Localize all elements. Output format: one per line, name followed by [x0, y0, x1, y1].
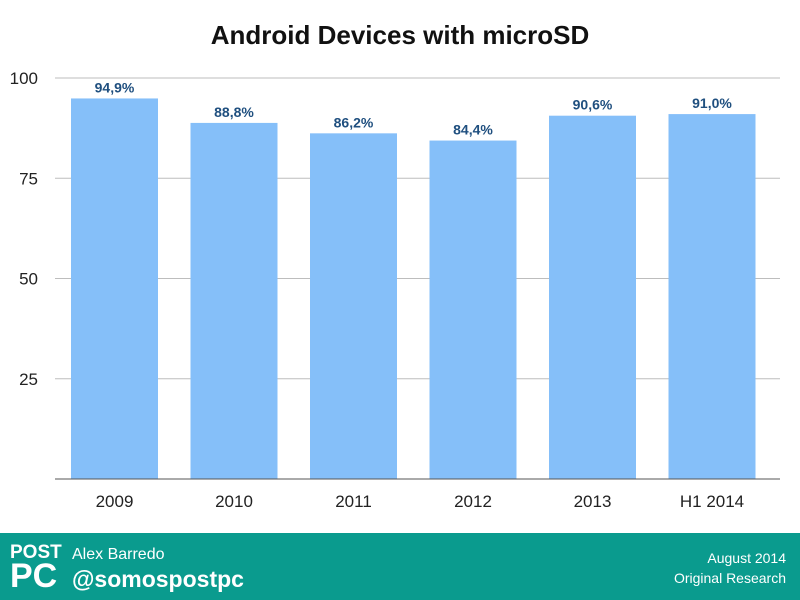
data-label: 88,8%	[214, 104, 254, 120]
x-tick-label: 2010	[215, 492, 253, 511]
data-label: 84,4%	[453, 122, 493, 138]
bar-chart: 25 50 75 100 94,9% 88,8% 86,2% 84,4% 90,6% 91,0%…	[10, 69, 780, 511]
author-name: Alex Barredo	[72, 546, 165, 563]
logo-post-text: POST	[10, 542, 62, 563]
y-tick-label: 25	[19, 370, 38, 389]
chart-title: Android Devices with microSD	[210, 20, 590, 50]
bar-h1-2014	[668, 114, 756, 479]
data-source: Original Research	[673, 570, 786, 586]
bars	[71, 98, 756, 480]
twitter-handle: @somospostpc	[72, 566, 244, 592]
postpc-logo: POST PC	[10, 543, 62, 593]
x-axis-ticks: 2009 2010 2011 2012 2013 H1 2014	[96, 492, 745, 511]
publication-date: August 2014	[707, 550, 786, 566]
data-label: 91,0%	[692, 95, 732, 111]
bar-2012	[429, 140, 517, 479]
bar-2009	[71, 98, 158, 480]
bar-2011	[310, 133, 397, 479]
bar-2010	[190, 122, 278, 480]
x-tick-label: 2012	[454, 492, 492, 511]
x-tick-label: 2009	[96, 492, 134, 511]
bar-2013	[549, 115, 636, 479]
data-label: 86,2%	[334, 114, 374, 130]
data-label: 94,9%	[95, 79, 135, 95]
grid-lines	[55, 77, 780, 380]
x-tick-label: H1 2014	[680, 492, 744, 511]
x-tick-label: 2011	[335, 492, 372, 511]
x-tick-label: 2013	[574, 492, 612, 511]
y-axis-ticks: 25 50 75 100	[10, 69, 38, 389]
y-tick-label: 100	[10, 69, 38, 88]
logo-pc-text: PC	[10, 557, 58, 595]
y-tick-label: 50	[19, 270, 38, 289]
footer-bar: POST PC Alex Barredo @somospostpc August…	[0, 533, 800, 600]
data-labels: 94,9% 88,8% 86,2% 84,4% 90,6% 91,0%	[95, 79, 733, 137]
data-label: 90,6%	[573, 97, 613, 113]
y-tick-label: 75	[19, 169, 38, 188]
